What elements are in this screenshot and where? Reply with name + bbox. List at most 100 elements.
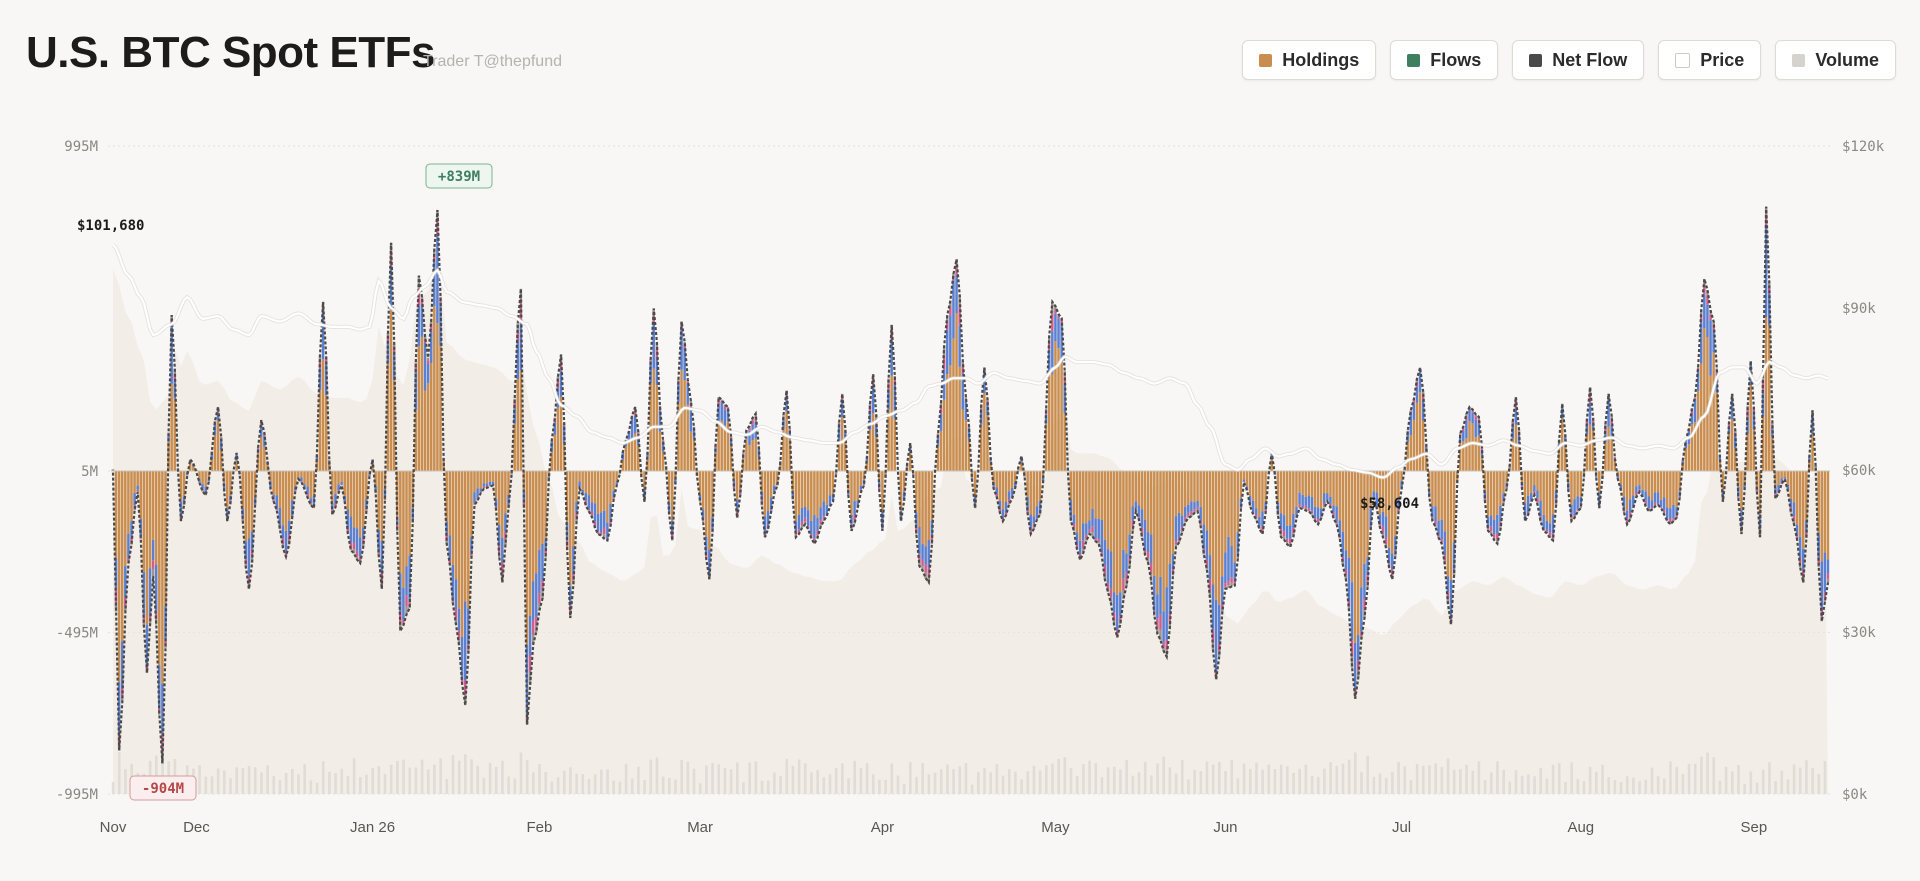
legend-toggle-flows[interactable]: Flows — [1390, 40, 1499, 80]
flow-bar-segment — [769, 497, 773, 510]
flow-bar-segment — [541, 471, 544, 545]
flow-bar-segment — [1693, 422, 1697, 471]
flow-bar-segment — [1656, 492, 1660, 504]
flow-bar-segment — [309, 498, 312, 503]
flow-bar-segment — [170, 383, 173, 471]
legend-toggle-volume[interactable]: Volume — [1775, 40, 1896, 80]
volume-bar — [1440, 767, 1444, 794]
flow-bar-segment — [671, 471, 674, 521]
flow-bar-segment — [1712, 330, 1715, 353]
volume-bar — [871, 774, 875, 794]
flow-bar-segment — [569, 585, 572, 606]
flow-bar-segment — [1727, 433, 1731, 471]
flow-bar-segment — [1069, 520, 1073, 522]
flow-bar-segment — [1823, 592, 1827, 599]
flow-bar-segment — [1270, 454, 1273, 458]
flow-bar-segment — [442, 460, 445, 471]
flow-bar-segment — [1217, 471, 1221, 605]
flow-bar-segment — [278, 528, 282, 530]
flow-bar-segment — [1029, 529, 1032, 533]
flow-bar-segment — [1545, 529, 1549, 532]
flow-bar-segment — [1489, 515, 1493, 527]
flow-bar-segment — [164, 640, 167, 645]
flow-bar-segment — [1162, 647, 1165, 651]
flow-bar-segment — [609, 471, 612, 504]
flow-bar-segment — [158, 471, 161, 666]
volume-bar — [321, 761, 325, 794]
flow-bar-segment — [1727, 423, 1731, 427]
flow-bar-segment — [1468, 420, 1471, 471]
flow-bar-segment — [1162, 471, 1165, 612]
volume-bar — [1520, 775, 1524, 794]
flow-bar-segment — [1208, 555, 1212, 580]
flow-bar-segment — [429, 363, 433, 471]
flow-bar-segment — [386, 336, 390, 342]
flow-bar-segment — [365, 471, 368, 500]
volume-bar — [915, 776, 918, 794]
flow-bar-segment — [457, 608, 461, 631]
volume-bar — [1768, 762, 1771, 794]
flow-bar-segment — [519, 370, 523, 471]
flow-bar-segment — [791, 498, 795, 500]
flow-bar-segment — [1295, 471, 1298, 507]
flow-bar-segment — [1576, 510, 1579, 512]
volume-bar — [426, 769, 430, 794]
volume-bar — [1724, 766, 1728, 794]
flow-bar-segment — [1180, 515, 1184, 528]
volume-bar — [1434, 763, 1437, 794]
volume-bar — [946, 764, 949, 794]
legend-toggle-price[interactable]: Price — [1658, 40, 1762, 80]
flow-bar-segment — [482, 483, 486, 487]
volume-bar — [1224, 771, 1227, 794]
flow-bar-segment — [723, 425, 727, 471]
flow-bar-segment — [1255, 508, 1258, 515]
flow-bar-segment — [250, 471, 254, 532]
flow-bar-segment — [1270, 457, 1273, 471]
flow-bar-segment — [1690, 414, 1694, 425]
flow-bar-segment — [1357, 635, 1360, 661]
flow-bar-segment — [1001, 509, 1005, 517]
flow-bar-segment — [1675, 507, 1678, 515]
legend-toggle-holdings[interactable]: Holdings — [1242, 40, 1377, 80]
flow-bar-segment — [294, 490, 297, 491]
volume-bar — [1681, 774, 1685, 794]
volume-bar — [1452, 769, 1456, 794]
legend-label-flows: Flows — [1430, 49, 1482, 70]
legend-toggle-net-flow[interactable]: Net Flow — [1512, 40, 1645, 80]
flow-bar-segment — [612, 471, 615, 491]
flow-bar-segment — [1004, 471, 1008, 502]
flow-bar-segment — [201, 484, 204, 489]
flow-bar-segment — [686, 404, 689, 471]
flow-bar-segment — [587, 510, 591, 512]
flow-bar-segment — [355, 550, 359, 557]
flow-bar-segment — [1239, 507, 1243, 509]
flow-bar-segment — [1508, 466, 1511, 468]
flow-bar-segment — [1681, 463, 1684, 471]
flow-bar-segment — [1601, 471, 1604, 478]
flow-bar-segment — [1310, 471, 1314, 497]
flow-bar-segment — [1449, 579, 1453, 619]
flow-bar-segment — [392, 344, 396, 348]
flow-bar-segment — [1146, 552, 1150, 559]
volume-bar — [1403, 766, 1407, 794]
flow-bar-segment — [399, 471, 402, 574]
flow-bar-segment — [1072, 471, 1076, 515]
flow-bar-segment — [1789, 471, 1793, 500]
flow-bar-segment — [590, 502, 594, 512]
flow-bar-segment — [1811, 434, 1814, 471]
flow-bar-segment — [216, 420, 220, 471]
flow-bar-segment — [1740, 509, 1743, 527]
flow-bar-segment — [1755, 490, 1759, 492]
flow-bar-segment — [1638, 471, 1641, 486]
flow-bar-segment — [136, 491, 139, 492]
volume-bar — [111, 781, 115, 794]
flow-bar-segment — [800, 471, 804, 508]
flow-bar-segment — [1462, 428, 1465, 431]
flow-bar-segment — [229, 471, 232, 496]
volume-bar — [352, 758, 356, 794]
flow-bar-segment — [1187, 471, 1190, 505]
volume-bar — [569, 767, 572, 794]
volume-bar — [291, 768, 294, 794]
volume-bar — [618, 781, 622, 794]
flow-bar-segment — [275, 508, 278, 510]
